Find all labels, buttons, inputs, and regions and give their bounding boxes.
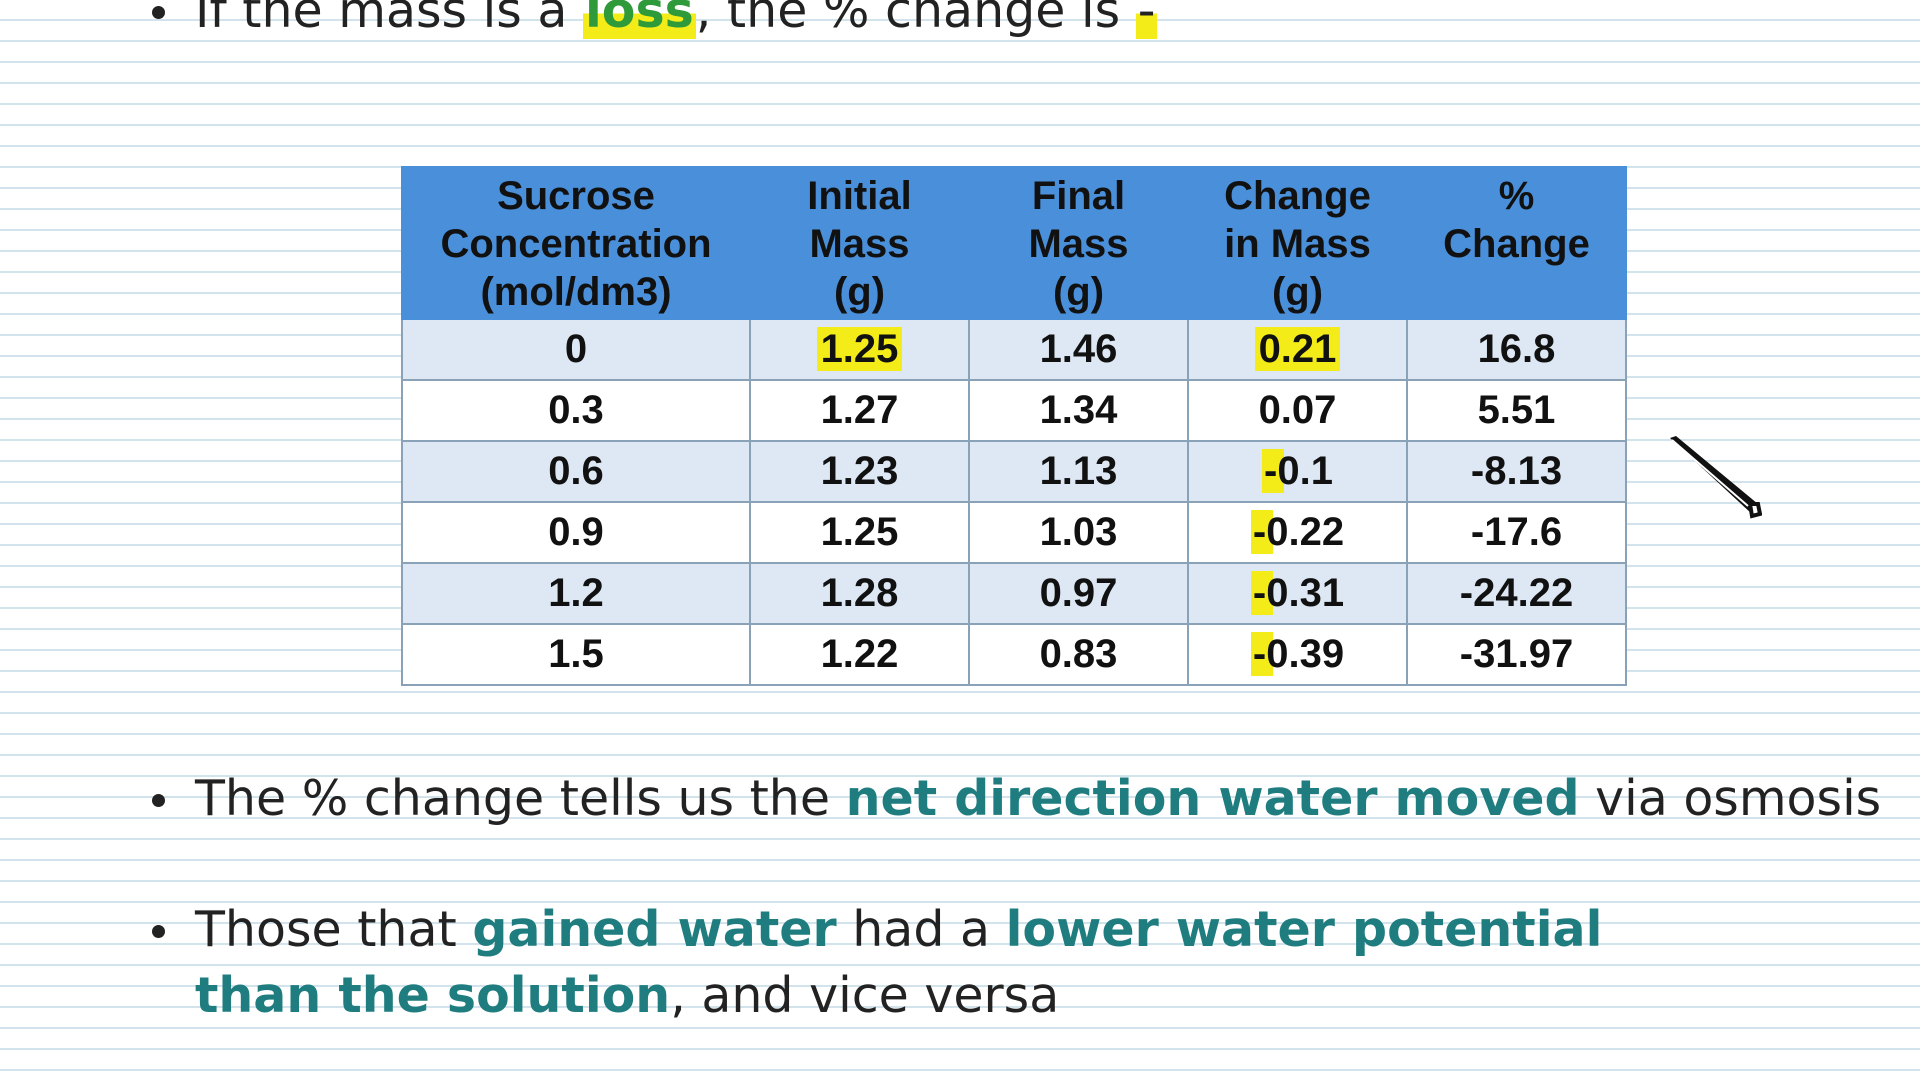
osmosis-results-table: Sucrose Concentration (mol/dm3) Initial Mas… bbox=[401, 166, 1627, 686]
header-initial-mass: Initial Mass (g) bbox=[749, 166, 970, 320]
table-cell: 1.34 bbox=[968, 379, 1189, 442]
bullet-water-potential: Those that gained water had a lower wate… bbox=[152, 897, 1712, 1029]
table-cell: -0.22 bbox=[1187, 501, 1408, 564]
table-cell: 5.51 bbox=[1406, 379, 1627, 442]
table-cell: 0.07 bbox=[1187, 379, 1408, 442]
table-cell: 0.3 bbox=[401, 379, 751, 442]
bullet-text: The % change tells us the net direction … bbox=[195, 770, 1882, 827]
table-cell: -8.13 bbox=[1406, 440, 1627, 503]
emphasis-sign: - bbox=[1135, 0, 1158, 39]
table-header-row: Sucrose Concentration (mol/dm3) Initial Mas… bbox=[401, 166, 1627, 320]
table-cell: -31.97 bbox=[1406, 623, 1627, 686]
header-sucrose-concentration: Sucrose Concentration (mol/dm3) bbox=[401, 166, 751, 320]
table-cell: 1.03 bbox=[968, 501, 1189, 564]
table-row: 0.6 1.23 1.13 -0.1 -8.13 bbox=[401, 440, 1627, 503]
table-row: 0.9 1.25 1.03 -0.22 -17.6 bbox=[401, 501, 1627, 564]
table-cell: 1.25 bbox=[749, 501, 970, 564]
emphasis-net-direction: net direction water moved bbox=[845, 770, 1580, 827]
bullet-dot bbox=[152, 6, 165, 19]
table-cell: 0 bbox=[401, 318, 751, 381]
table-cell: 1.5 bbox=[401, 623, 751, 686]
header-change-in-mass: Change in Mass (g) bbox=[1187, 166, 1408, 320]
bullet-text: Those that gained water had a lower wate… bbox=[195, 901, 1603, 1024]
table-cell: -0.31 bbox=[1187, 562, 1408, 625]
table-cell: 1.46 bbox=[968, 318, 1189, 381]
table-cell: 0.9 bbox=[401, 501, 751, 564]
table-cell: 1.2 bbox=[401, 562, 751, 625]
table-cell: 1.27 bbox=[749, 379, 970, 442]
table-cell: 1.25 bbox=[749, 318, 970, 381]
table-cell: 0.6 bbox=[401, 440, 751, 503]
table-cell: -0.39 bbox=[1187, 623, 1408, 686]
table-row: 0.3 1.27 1.34 0.07 5.51 bbox=[401, 379, 1627, 442]
table-cell: -24.22 bbox=[1406, 562, 1627, 625]
pen-cursor-icon bbox=[1670, 436, 1762, 519]
table-cell: 1.22 bbox=[749, 623, 970, 686]
table-cell: -17.6 bbox=[1406, 501, 1627, 564]
table-cell: 16.8 bbox=[1406, 318, 1627, 381]
bullet-mass-loss: If the mass is a loss, the % change is - bbox=[152, 0, 1158, 44]
header-final-mass: Final Mass (g) bbox=[968, 166, 1189, 320]
table-cell: 1.23 bbox=[749, 440, 970, 503]
emphasis-lower-water-potential: lower water potential than the solution bbox=[195, 901, 1603, 1024]
bullet-dot bbox=[152, 925, 165, 938]
table-row: 1.5 1.22 0.83 -0.39 -31.97 bbox=[401, 623, 1627, 686]
table-cell: 1.28 bbox=[749, 562, 970, 625]
table-cell: -0.1 bbox=[1187, 440, 1408, 503]
header-percent-change: % Change bbox=[1406, 166, 1627, 320]
emphasis-loss: loss bbox=[582, 0, 696, 39]
emphasis-gained-water: gained water bbox=[472, 901, 837, 958]
bullet-dot bbox=[152, 794, 165, 807]
table-row: 0 1.25 1.46 0.21 16.8 bbox=[401, 318, 1627, 381]
table-cell: 1.13 bbox=[968, 440, 1189, 503]
bullet-text: If the mass is a loss, the % change is - bbox=[195, 0, 1158, 44]
bullet-net-direction: The % change tells us the net direction … bbox=[152, 766, 1881, 832]
table-row: 1.2 1.28 0.97 -0.31 -24.22 bbox=[401, 562, 1627, 625]
table-cell: 0.83 bbox=[968, 623, 1189, 686]
table-cell: 0.21 bbox=[1187, 318, 1408, 381]
table-cell: 0.97 bbox=[968, 562, 1189, 625]
